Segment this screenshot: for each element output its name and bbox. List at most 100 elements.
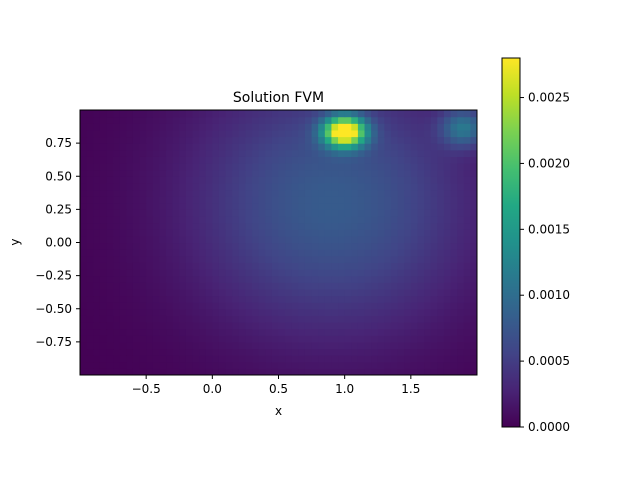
heatmap-cell	[119, 242, 127, 250]
heatmap-cell	[437, 163, 445, 171]
heatmap-cell	[172, 341, 180, 350]
heatmap-cell	[245, 328, 253, 336]
heatmap-cell	[179, 255, 187, 263]
heatmap-cell	[265, 328, 273, 336]
heatmap-cell	[318, 262, 326, 270]
heatmap-cell	[324, 222, 333, 230]
heatmap-cell	[324, 209, 333, 217]
heatmap-cell	[113, 335, 121, 343]
heatmap-cell	[278, 182, 286, 191]
heatmap-cell	[159, 295, 167, 303]
heatmap-cell	[146, 209, 154, 217]
heatmap-cell	[298, 136, 306, 144]
heatmap-cell	[443, 176, 452, 184]
heatmap-cell	[463, 176, 471, 184]
heatmap-cell	[139, 123, 147, 131]
heatmap-cell	[390, 222, 399, 230]
heatmap-cell	[212, 110, 220, 118]
heatmap-cell	[212, 143, 220, 151]
heatmap-cell	[146, 249, 154, 257]
heatmap-cell	[364, 156, 372, 164]
heatmap-cell	[397, 216, 405, 224]
heatmap-cell	[238, 315, 247, 323]
heatmap-cell	[318, 275, 326, 283]
heatmap-cell	[318, 295, 326, 303]
heatmap-cell	[271, 229, 280, 237]
heatmap-cell	[377, 368, 385, 375]
heatmap-cell	[172, 295, 180, 303]
heatmap-cell	[311, 295, 319, 303]
heatmap-cell	[311, 116, 319, 124]
heatmap-cell	[377, 282, 385, 290]
heatmap-cell	[457, 302, 465, 310]
heatmap-cell	[245, 302, 253, 310]
heatmap-cell	[172, 182, 180, 191]
heatmap-cell	[146, 110, 154, 118]
heatmap-cell	[93, 341, 101, 350]
heatmap-cell	[364, 295, 372, 303]
heatmap-cell	[410, 288, 419, 297]
heatmap-cell	[232, 129, 240, 138]
heatmap-cell	[152, 308, 160, 316]
heatmap-cell	[291, 143, 299, 151]
heatmap-cell	[384, 123, 392, 131]
heatmap-cell	[397, 335, 405, 343]
heatmap-cell	[232, 269, 240, 277]
heatmap-cell	[424, 322, 432, 330]
heatmap-cell	[318, 163, 326, 171]
heatmap-cell	[252, 275, 260, 283]
heatmap-cell	[185, 176, 194, 184]
heatmap-cell	[238, 269, 247, 277]
heatmap-cell	[218, 242, 227, 250]
heatmap-cell	[185, 110, 194, 118]
heatmap-cell	[351, 249, 359, 257]
heatmap-cell	[430, 348, 438, 356]
heatmap-cell	[304, 169, 313, 177]
heatmap-cell	[132, 143, 141, 151]
heatmap-cell	[252, 222, 260, 230]
heatmap-cell	[106, 295, 114, 303]
heatmap-cell	[252, 355, 260, 363]
heatmap-cell	[86, 308, 94, 316]
heatmap-cell	[113, 116, 121, 124]
heatmap-cell	[152, 209, 160, 217]
heatmap-cell	[146, 302, 154, 310]
heatmap-cell	[245, 156, 253, 164]
y-tick-label: 0.75	[45, 136, 72, 150]
heatmap-cell	[397, 249, 405, 257]
heatmap-cell	[146, 129, 154, 138]
heatmap-cell	[390, 136, 399, 144]
heatmap-cell	[291, 249, 299, 257]
heatmap-cell	[152, 149, 160, 157]
heatmap-cell	[166, 262, 174, 270]
heatmap-cell	[159, 209, 167, 217]
heatmap-cell	[86, 322, 94, 330]
heatmap-cell	[364, 136, 372, 144]
heatmap-cell	[106, 116, 114, 124]
heatmap-cell	[311, 129, 319, 138]
heatmap-cell	[93, 361, 101, 369]
heatmap-cell	[225, 176, 233, 184]
heatmap-cell	[443, 189, 452, 197]
heatmap-cell	[324, 156, 333, 164]
heatmap-cell	[318, 282, 326, 290]
heatmap-cell	[99, 249, 108, 257]
heatmap-cell	[218, 182, 227, 191]
heatmap-cell	[470, 348, 477, 356]
heatmap-cell	[93, 202, 101, 210]
heatmap-cell	[106, 249, 114, 257]
heatmap-cell	[271, 315, 280, 323]
heatmap-cell	[291, 216, 299, 224]
heatmap-cell	[463, 196, 471, 204]
heatmap-cell	[410, 275, 419, 283]
heatmap-cell	[126, 196, 134, 204]
heatmap-cell	[437, 116, 445, 124]
heatmap-cell	[218, 202, 227, 210]
heatmap-cell	[384, 315, 392, 323]
heatmap-cell	[252, 308, 260, 316]
heatmap-cell	[344, 315, 352, 323]
heatmap-cell	[238, 348, 247, 356]
heatmap-cell	[278, 348, 286, 356]
heatmap-cell	[430, 216, 438, 224]
heatmap-cell	[430, 209, 438, 217]
